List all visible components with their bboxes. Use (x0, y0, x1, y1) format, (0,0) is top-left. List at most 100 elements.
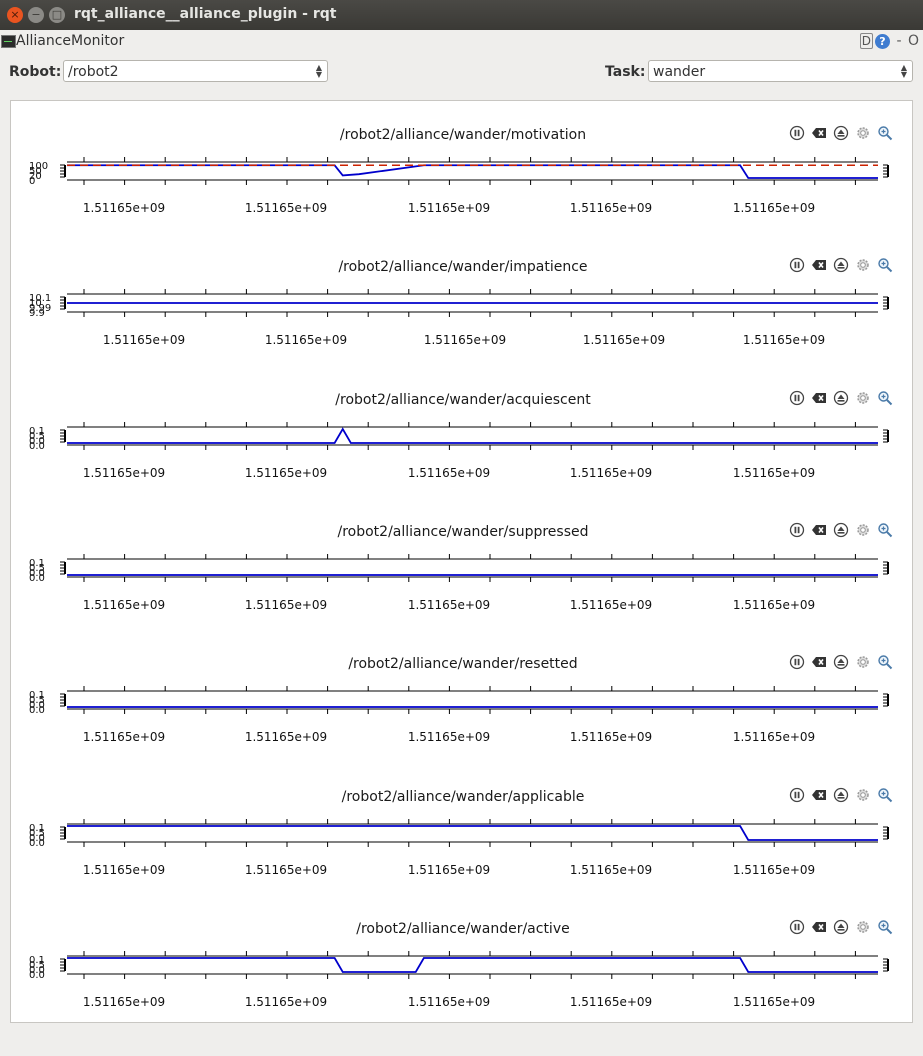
x-tick-label: 1.51165e+09 (407, 994, 491, 1009)
zoom-icon[interactable] (877, 522, 893, 538)
plugin-monitor-icon (1, 35, 16, 48)
plot-axes[interactable] (11, 765, 912, 885)
plot-7: /robot2/alliance/wander/active 0.1 0.5 0.… (11, 897, 912, 1017)
window-minimize-button[interactable]: − (28, 7, 44, 23)
window-maximize-button[interactable]: □ (49, 7, 65, 23)
clear-icon[interactable] (811, 654, 827, 670)
x-tick-label: 1.51165e+09 (732, 201, 816, 215)
series-line (67, 426, 878, 444)
pause-icon[interactable] (789, 125, 805, 141)
plot-axes[interactable] (11, 368, 912, 488)
x-tick-label: 1.51165e+09 (732, 862, 816, 877)
x-tick-label: 1.51165e+09 (82, 730, 166, 745)
plugin-title: AllianceMonitor (16, 33, 125, 49)
clear-icon[interactable] (811, 919, 827, 935)
plot-axes[interactable] (11, 103, 912, 223)
plot-title: /robot2/alliance/wander/active (356, 920, 570, 937)
series-line (67, 824, 878, 841)
settings-icon[interactable] (855, 787, 871, 803)
x-tick-label: 1.51165e+09 (244, 597, 328, 612)
robot-select-value: /robot2 (68, 64, 119, 80)
spin-arrows-icon: ▲ ▼ (315, 63, 322, 79)
help-icon[interactable]: ? (875, 34, 890, 49)
x-tick-label: 1.51165e+09 (569, 730, 653, 745)
settings-icon[interactable] (855, 522, 871, 538)
pause-icon[interactable] (789, 919, 805, 935)
settings-icon[interactable] (855, 257, 871, 273)
clear-icon[interactable] (811, 390, 827, 406)
plot-toolbar (789, 390, 899, 408)
x-tick-label: 1.51165e+09 (264, 333, 348, 348)
robot-label: Robot: (9, 64, 62, 80)
plot-axes[interactable] (11, 500, 912, 620)
plot-axes[interactable] (11, 897, 912, 1017)
y-tick-labels: 100 50 20 0 (29, 161, 49, 187)
x-tick-label: 1.51165e+09 (244, 730, 328, 745)
plot-toolbar (789, 125, 899, 143)
plot-axes[interactable] (11, 632, 912, 752)
settings-icon[interactable] (855, 390, 871, 406)
x-tick-label: 1.51165e+09 (244, 862, 328, 877)
pause-icon[interactable] (789, 787, 805, 803)
settings-icon[interactable] (855, 125, 871, 141)
x-tick-label: 1.51165e+09 (82, 201, 166, 215)
x-tick-label: 1.51165e+09 (244, 994, 328, 1009)
plot-axes[interactable] (11, 235, 912, 355)
x-tick-label: 1.51165e+09 (82, 994, 166, 1009)
y-tick-labels: 10.1 10 9.99 9.9 (29, 293, 52, 320)
eject-icon[interactable] (833, 919, 849, 935)
x-tick-label: 1.51165e+09 (244, 201, 328, 215)
x-tick-label: 1.51165e+09 (742, 333, 826, 348)
x-tick-label: 1.51165e+09 (423, 333, 507, 348)
pause-icon[interactable] (789, 257, 805, 273)
settings-icon[interactable] (855, 654, 871, 670)
eject-icon[interactable] (833, 654, 849, 670)
zoom-icon[interactable] (877, 390, 893, 406)
robot-select[interactable]: /robot2 ▲ ▼ (63, 60, 328, 82)
x-tick-label: 1.51165e+09 (569, 862, 653, 877)
pause-icon[interactable] (789, 522, 805, 538)
zoom-icon[interactable] (877, 787, 893, 803)
plot-toolbar (789, 654, 899, 672)
eject-icon[interactable] (833, 257, 849, 273)
eject-icon[interactable] (833, 390, 849, 406)
plugin-d-button[interactable]: D (859, 33, 873, 49)
x-tick-label: 1.51165e+09 (569, 597, 653, 612)
plot-toolbar (789, 522, 899, 540)
y-tick-labels: 0.1 0.5 0.0 0.0 (29, 954, 45, 981)
pause-icon[interactable] (789, 390, 805, 406)
plugin-minimize-button[interactable]: - (896, 33, 902, 49)
clear-icon[interactable] (811, 787, 827, 803)
x-tick-label: 1.51165e+09 (82, 597, 166, 612)
plot-toolbar (789, 919, 899, 937)
clear-icon[interactable] (811, 257, 827, 273)
clear-icon[interactable] (811, 125, 827, 141)
settings-icon[interactable] (855, 919, 871, 935)
plot-4: /robot2/alliance/wander/suppressed 0.1 0.… (11, 500, 912, 620)
y-tick-labels: 0.1 0.5 0.0 0.0 (29, 822, 45, 849)
eject-icon[interactable] (833, 125, 849, 141)
pause-icon[interactable] (789, 654, 805, 670)
task-label: Task: (605, 64, 646, 80)
eject-icon[interactable] (833, 522, 849, 538)
zoom-icon[interactable] (877, 919, 893, 935)
series-line (67, 164, 878, 179)
plot-toolbar (789, 787, 899, 805)
eject-icon[interactable] (833, 787, 849, 803)
x-tick-label: 1.51165e+09 (569, 994, 653, 1009)
spin-arrows-icon: ▲ ▼ (900, 63, 907, 79)
plugin-close-button[interactable]: O (907, 33, 919, 49)
zoom-icon[interactable] (877, 257, 893, 273)
plot-title: /robot2/alliance/wander/motivation (339, 127, 587, 143)
plot-title: /robot2/alliance/wander/acquiescent (335, 391, 591, 408)
x-tick-label: 1.51165e+09 (102, 333, 186, 348)
x-tick-label: 1.51165e+09 (582, 333, 666, 348)
task-select[interactable]: wander ▲ ▼ (648, 60, 913, 82)
window-close-button[interactable]: × (7, 7, 23, 23)
y-tick-labels: 0.1 0.5 0.0 0.0 (29, 425, 45, 452)
plot-title: /robot2/alliance/wander/applicable (341, 788, 585, 805)
zoom-icon[interactable] (877, 654, 893, 670)
status-bar (0, 1026, 923, 1056)
clear-icon[interactable] (811, 522, 827, 538)
zoom-icon[interactable] (877, 125, 893, 141)
